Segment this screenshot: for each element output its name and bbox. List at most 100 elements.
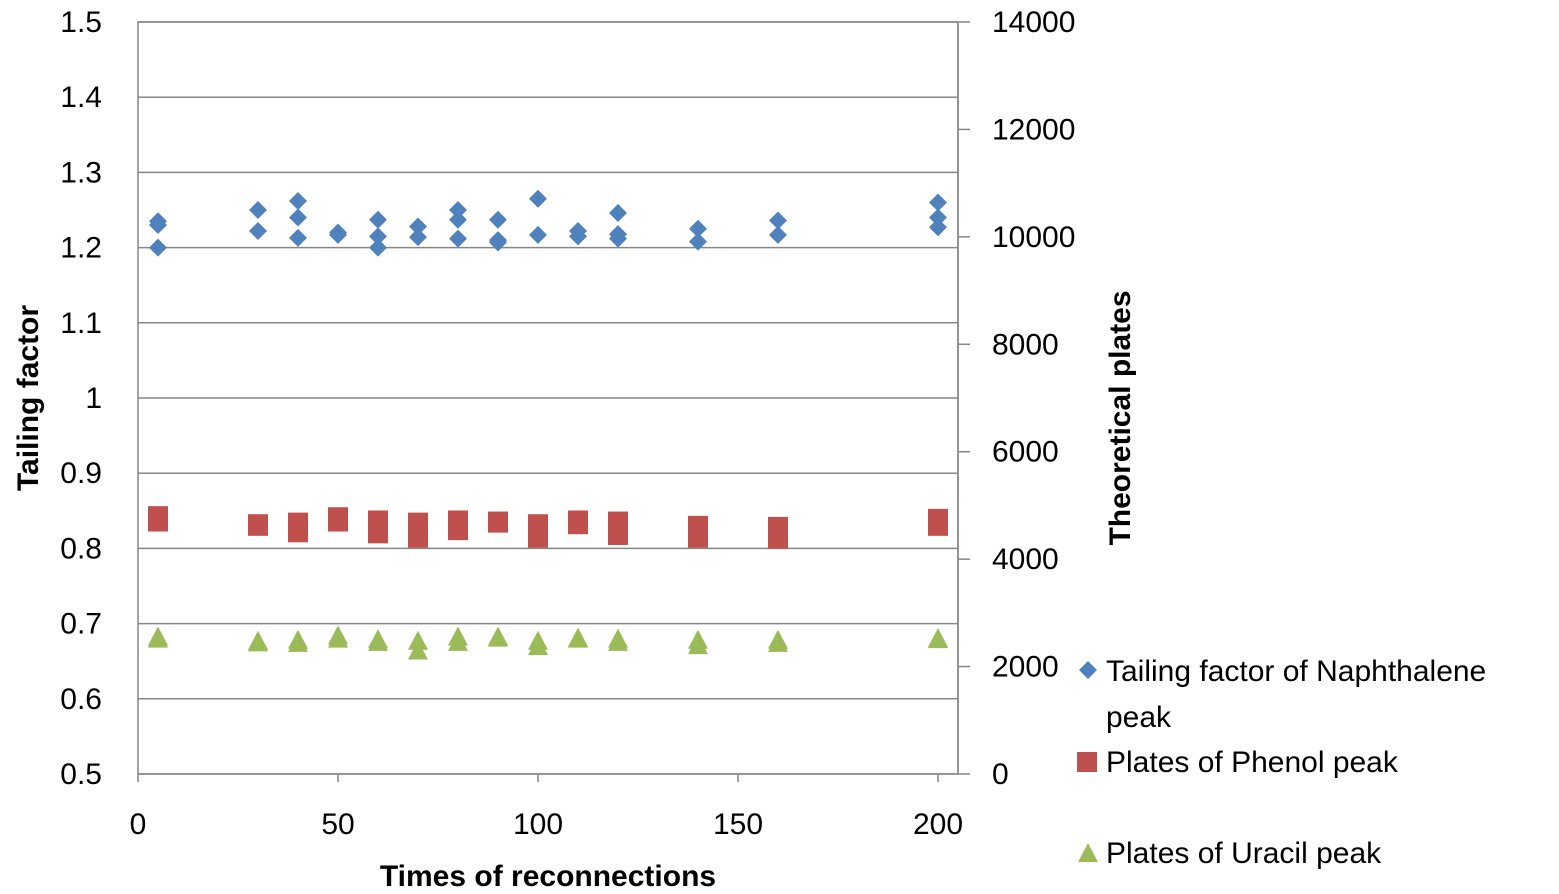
y-tick-label: 0.6 [60, 683, 102, 716]
legend-label-phenol: Plates of Phenol peak [1106, 746, 1399, 779]
x-tick-label: 150 [713, 808, 763, 841]
x-axis-ticks: 0 50 100 150 200 [130, 774, 963, 841]
data-point-diamond [929, 218, 947, 237]
series-layer [148, 189, 948, 660]
legend-label-naphthalene-line2: peak [1106, 701, 1172, 734]
legend-label-naphthalene-line1: Tailing factor of Naphthalene [1106, 655, 1486, 688]
data-point-diamond [369, 227, 387, 246]
data-point-diamond [569, 227, 587, 246]
data-point-square [488, 512, 508, 533]
data-point-diamond [449, 201, 467, 219]
y2-axis-ticks: 0 2000 4000 6000 8000 10000 12000 14000 [958, 6, 1075, 791]
y2-tick-label: 14000 [992, 6, 1075, 39]
legend-diamond-marker [1079, 661, 1097, 679]
data-point-triangle [688, 635, 708, 655]
data-point-diamond [449, 229, 467, 248]
x-tick-label: 100 [513, 808, 563, 841]
y2-tick-label: 12000 [992, 113, 1075, 146]
legend-item-phenol: Plates of Phenol peak [1077, 746, 1399, 779]
data-point-square [248, 515, 268, 536]
x-tick-label: 50 [321, 808, 354, 841]
y-tick-label: 1.2 [60, 232, 102, 265]
y-tick-label: 1 [85, 382, 102, 415]
y2-tick-label: 10000 [992, 221, 1075, 254]
data-point-diamond [609, 229, 627, 248]
legend-item-uracil: Plates of Uracil peak [1078, 837, 1382, 870]
series-triangle [148, 625, 948, 660]
legend-label-uracil: Plates of Uracil peak [1106, 837, 1382, 870]
data-point-triangle [568, 628, 588, 648]
data-point-square [528, 527, 548, 548]
data-point-diamond [689, 232, 707, 251]
data-point-diamond [769, 225, 787, 244]
data-point-diamond [529, 189, 547, 208]
data-point-diamond [529, 225, 547, 244]
y2-tick-label: 0 [992, 758, 1009, 791]
y-tick-label: 0.8 [60, 532, 102, 565]
data-point-diamond [289, 191, 307, 210]
data-point-diamond [369, 238, 387, 257]
data-point-triangle [368, 631, 388, 651]
data-point-diamond [249, 201, 267, 219]
data-point-diamond [929, 193, 947, 212]
y2-tick-label: 4000 [992, 543, 1059, 576]
data-point-square [688, 527, 708, 548]
data-point-diamond [769, 211, 787, 230]
y-tick-label: 0.5 [60, 758, 102, 791]
y2-tick-label: 8000 [992, 328, 1059, 361]
y-tick-label: 0.7 [60, 608, 102, 641]
legend-item-naphthalene: Tailing factor of Naphthalene peak [1079, 655, 1486, 734]
data-point-diamond [489, 210, 507, 229]
data-point-triangle [408, 640, 428, 660]
data-point-triangle [328, 628, 348, 648]
y-tick-label: 0.9 [60, 457, 102, 490]
data-point-diamond [409, 228, 427, 247]
y2-tick-label: 6000 [992, 436, 1059, 469]
y-tick-label: 1.4 [60, 81, 102, 114]
data-point-diamond [489, 233, 507, 252]
data-point-diamond [689, 219, 707, 238]
y-axis-ticks: 0.5 0.6 0.7 0.8 0.9 1 1.1 1.2 1.3 1.4 1.5 [60, 6, 102, 791]
data-point-diamond [449, 210, 467, 229]
data-point-diamond [329, 225, 347, 244]
data-point-triangle [488, 627, 508, 647]
data-point-triangle [448, 631, 468, 651]
data-point-square [288, 522, 308, 543]
data-point-diamond [289, 228, 307, 247]
y-tick-label: 1.3 [60, 156, 102, 189]
data-point-square [368, 523, 388, 544]
y-tick-label: 1.1 [60, 307, 102, 340]
data-point-square [768, 528, 788, 549]
data-point-triangle [528, 636, 548, 656]
data-point-square [928, 515, 948, 536]
data-point-triangle [148, 628, 168, 648]
x-tick-label: 200 [913, 808, 963, 841]
data-point-diamond [249, 222, 267, 241]
data-point-diamond [149, 238, 167, 257]
x-axis-title: Times of reconnections [380, 860, 716, 893]
data-point-triangle [248, 632, 268, 652]
data-point-square [568, 514, 588, 535]
y2-tick-label: 2000 [992, 651, 1059, 684]
legend: Tailing factor of Naphthalene peak Plate… [1077, 655, 1486, 870]
legend-square-marker [1077, 752, 1097, 772]
data-point-triangle [288, 632, 308, 652]
series-square [148, 506, 948, 549]
x-tick-label: 0 [130, 808, 147, 841]
data-point-triangle [408, 630, 428, 650]
series-diamond [149, 189, 947, 257]
y-axis-title: Tailing factor [12, 305, 45, 491]
y-tick-label: 1.5 [60, 6, 102, 39]
y2-axis-title: Theoretical plates [1104, 290, 1137, 545]
data-point-square [448, 520, 468, 541]
data-point-triangle [608, 631, 628, 651]
data-point-diamond [149, 216, 167, 235]
data-point-square [328, 511, 348, 532]
data-point-square [408, 527, 428, 548]
legend-triangle-marker [1078, 843, 1098, 862]
data-point-diamond [409, 217, 427, 236]
data-point-diamond [289, 208, 307, 227]
data-point-diamond [609, 204, 627, 223]
data-point-square [608, 524, 628, 545]
